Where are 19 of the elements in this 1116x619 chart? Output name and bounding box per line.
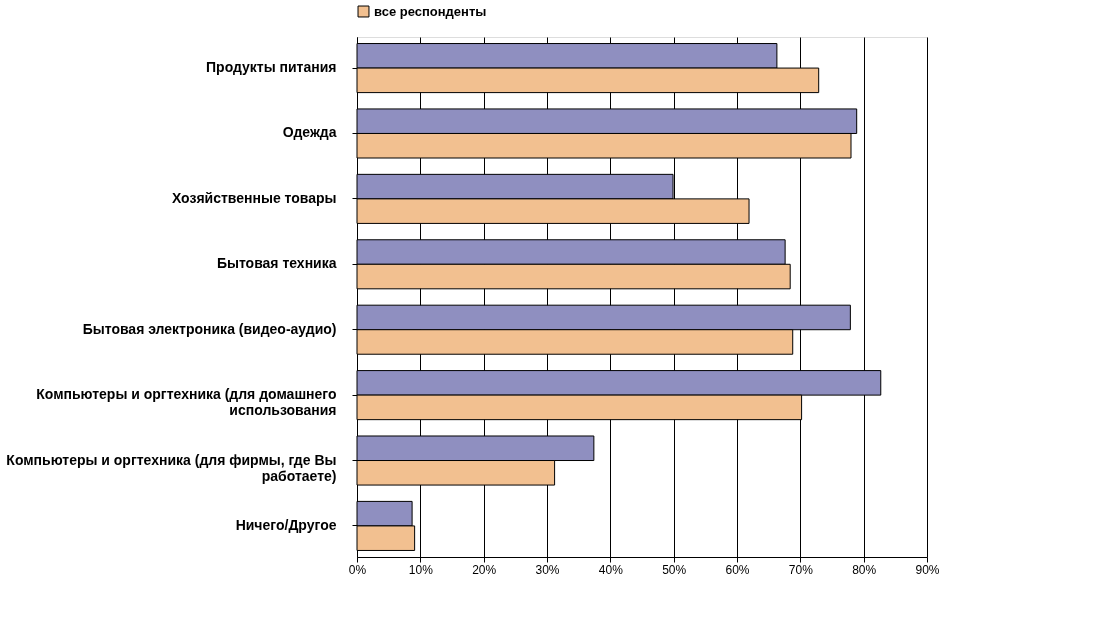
y-tick-label: Хозяйственные товары: [171, 189, 337, 206]
x-tick-label: 70%: [788, 562, 814, 577]
x-tick-label: 40%: [598, 562, 624, 577]
legend-label: все респонденты: [374, 3, 487, 19]
x-tick-label: 50%: [662, 562, 687, 577]
y-tick-label: Компьютеры и оргтехника (для домашнего использования: [36, 386, 337, 419]
y-tick-label: Ничего/Другое: [235, 516, 337, 533]
x-tick-label: 20%: [472, 562, 497, 577]
x-tick-label: 10%: [408, 562, 434, 577]
x-tick-label: 30%: [535, 562, 560, 577]
x-tick-label: 60%: [725, 562, 750, 577]
y-tick-label: Бытовая электроника (видео-аудио): [82, 320, 337, 337]
y-tick-label: Бытовая техника: [216, 255, 337, 272]
y-tick-label: Одежда: [282, 124, 337, 141]
y-tick-label: Продукты питания: [206, 59, 337, 76]
x-tick-label: 90%: [915, 562, 940, 577]
y-tick-label: Компьютеры и оргтехника (для фирмы, где Вы работаете): [6, 451, 337, 484]
x-tick-label: 80%: [852, 562, 877, 577]
x-tick-label: 0%: [348, 562, 367, 577]
